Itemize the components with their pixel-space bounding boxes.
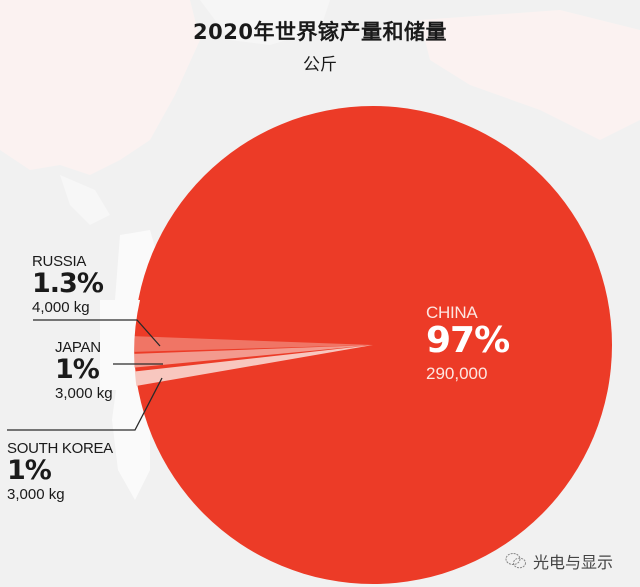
leader-line-russia	[33, 319, 161, 347]
russia-name: RUSSIA	[32, 253, 87, 270]
watermark: 光电与显示	[505, 549, 613, 573]
japan-percent: 1%	[55, 354, 100, 385]
chart-title: 2020年世界镓产量和储量	[193, 20, 447, 44]
russia-amount: 4,000 kg	[32, 299, 90, 316]
slice-japan	[130, 345, 373, 368]
south-korea-name: SOUTH KOREA	[7, 440, 113, 457]
japan-name: JAPAN	[55, 339, 101, 356]
china-name: CHINA	[426, 303, 478, 322]
label-russia: RUSSIA 1.3% 4,000 kg	[32, 253, 104, 316]
slice-south-korea	[130, 345, 373, 387]
chart-unit: 公斤	[303, 55, 337, 75]
leader-line-south-korea	[7, 377, 163, 431]
wechat-icon	[505, 553, 526, 569]
china-amount: 290,000	[426, 364, 488, 383]
china-percent: 97%	[426, 320, 510, 361]
south-korea-amount: 3,000 kg	[7, 486, 65, 503]
label-japan: JAPAN 1% 3,000 kg	[55, 340, 113, 401]
watermark-text: 光电与显示	[533, 553, 614, 572]
japan-amount: 3,000 kg	[55, 385, 113, 402]
label-south-korea: SOUTH KOREA 1% 3,000 kg	[7, 441, 113, 502]
russia-percent: 1.3%	[32, 268, 104, 299]
label-china: CHINA 97% 290,000	[426, 303, 510, 383]
south-korea-percent: 1%	[7, 455, 52, 486]
slice-russia	[130, 336, 373, 352]
